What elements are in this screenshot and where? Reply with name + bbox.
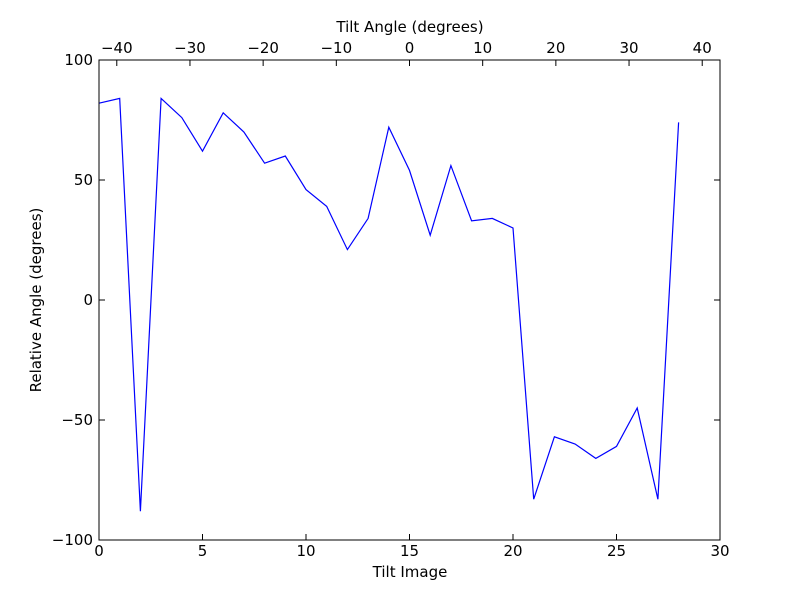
plot-area — [98, 97, 680, 512]
axes: 0 5 10 15 20 25 30−40 −30 −20 −10 0 10 20 30 40−100−50… — [52, 39, 730, 560]
x-tick-label: 15 — [400, 542, 419, 560]
x-tick-label: 25 — [607, 542, 626, 560]
series-line-0 — [98, 97, 680, 512]
top-x-tick-label: −30 — [174, 39, 206, 57]
x-tick-label: 30 — [710, 542, 729, 560]
x-tick-label: 0 — [94, 542, 104, 560]
top-x-tick-label: −10 — [320, 39, 352, 57]
plot-frame — [98, 59, 721, 541]
top-x-tick-label: 30 — [619, 39, 638, 57]
y-tick-label: −100 — [52, 531, 93, 549]
y-tick-label: −50 — [61, 411, 93, 429]
top-x-axis-title: Tilt Angle (degrees) — [335, 18, 483, 36]
top-x-tick-label: −20 — [247, 39, 279, 57]
x-axis-title: Tilt Image — [372, 563, 448, 581]
y-tick-label: 100 — [64, 51, 93, 69]
top-x-tick-label: 0 — [405, 39, 415, 57]
top-x-tick-label: 40 — [693, 39, 712, 57]
x-tick-label: 20 — [503, 542, 522, 560]
y-tick-label: 0 — [83, 291, 93, 309]
y-axis-title: Relative Angle (degrees) — [27, 208, 45, 393]
top-x-tick-label: 20 — [546, 39, 565, 57]
top-x-tick-label: 10 — [473, 39, 492, 57]
x-tick-label: 5 — [198, 542, 208, 560]
top-x-tick-label: −40 — [101, 39, 133, 57]
x-tick-label: 10 — [296, 542, 315, 560]
y-tick-label: 50 — [74, 171, 93, 189]
